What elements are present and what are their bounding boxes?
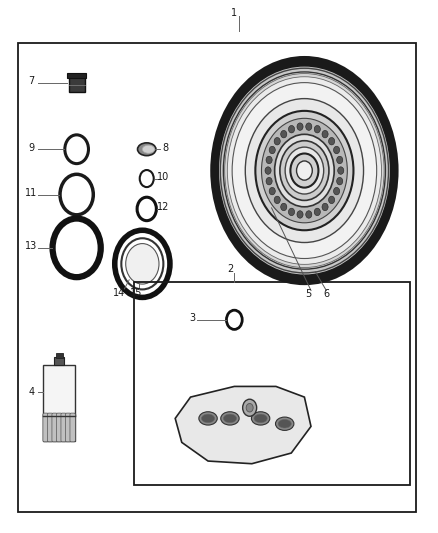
Text: 3: 3 [190,313,196,323]
Circle shape [219,67,390,274]
Ellipse shape [223,414,237,423]
Ellipse shape [278,419,291,428]
Text: 8: 8 [162,143,169,152]
Circle shape [328,138,335,145]
Circle shape [337,156,343,164]
Circle shape [269,146,276,154]
Circle shape [285,147,324,194]
Circle shape [232,83,377,259]
Circle shape [333,146,339,154]
Circle shape [269,188,276,195]
Text: 5: 5 [306,289,312,299]
Circle shape [261,118,347,223]
Text: 4: 4 [28,387,35,397]
Ellipse shape [201,414,215,423]
Circle shape [275,134,334,207]
Text: 11: 11 [25,188,38,198]
Ellipse shape [221,411,239,425]
Circle shape [297,161,312,180]
FancyBboxPatch shape [61,413,66,442]
Circle shape [281,203,287,211]
Circle shape [333,188,339,195]
Circle shape [306,123,312,131]
Bar [69,77,85,92]
Circle shape [337,177,343,185]
Ellipse shape [254,414,267,423]
Polygon shape [175,386,311,464]
Circle shape [306,211,312,218]
Text: 15: 15 [130,288,142,298]
Text: 10: 10 [157,172,169,182]
Circle shape [266,156,272,164]
Ellipse shape [138,143,156,156]
FancyBboxPatch shape [47,413,53,442]
Bar [43,414,75,441]
Circle shape [243,399,257,416]
Circle shape [227,77,381,264]
Ellipse shape [251,411,270,425]
Circle shape [274,196,280,204]
Text: 13: 13 [25,241,38,251]
Circle shape [210,56,399,285]
Text: 6: 6 [323,289,329,299]
Text: 1: 1 [231,9,237,18]
Circle shape [297,123,303,131]
Circle shape [220,68,389,273]
Circle shape [245,99,364,243]
FancyBboxPatch shape [65,413,71,442]
Circle shape [290,154,318,188]
Circle shape [255,111,353,230]
FancyBboxPatch shape [70,413,75,442]
Circle shape [274,138,280,145]
Circle shape [338,167,344,174]
Text: 9: 9 [28,143,35,152]
Bar [18,43,416,512]
Circle shape [223,72,385,269]
Circle shape [328,196,335,204]
Text: 14: 14 [113,288,125,298]
Circle shape [126,244,159,284]
FancyBboxPatch shape [52,413,57,442]
Circle shape [297,211,303,218]
Circle shape [281,131,287,138]
Circle shape [265,167,271,174]
Ellipse shape [142,145,155,154]
Circle shape [266,177,272,185]
Circle shape [246,403,253,412]
Circle shape [314,125,320,133]
FancyBboxPatch shape [43,413,48,442]
Circle shape [289,125,295,133]
Text: 7: 7 [28,76,35,86]
Bar [43,365,75,416]
Circle shape [322,203,328,211]
Text: 12: 12 [157,203,169,212]
Bar [134,282,410,485]
Circle shape [322,131,328,138]
Bar [54,357,64,365]
FancyBboxPatch shape [57,413,62,442]
Circle shape [314,208,320,216]
Bar [56,353,63,358]
Text: 2: 2 [227,264,233,274]
Bar [67,73,86,78]
Ellipse shape [199,411,217,425]
Ellipse shape [276,417,294,431]
Circle shape [225,74,384,268]
Circle shape [280,141,329,200]
Circle shape [289,208,295,216]
